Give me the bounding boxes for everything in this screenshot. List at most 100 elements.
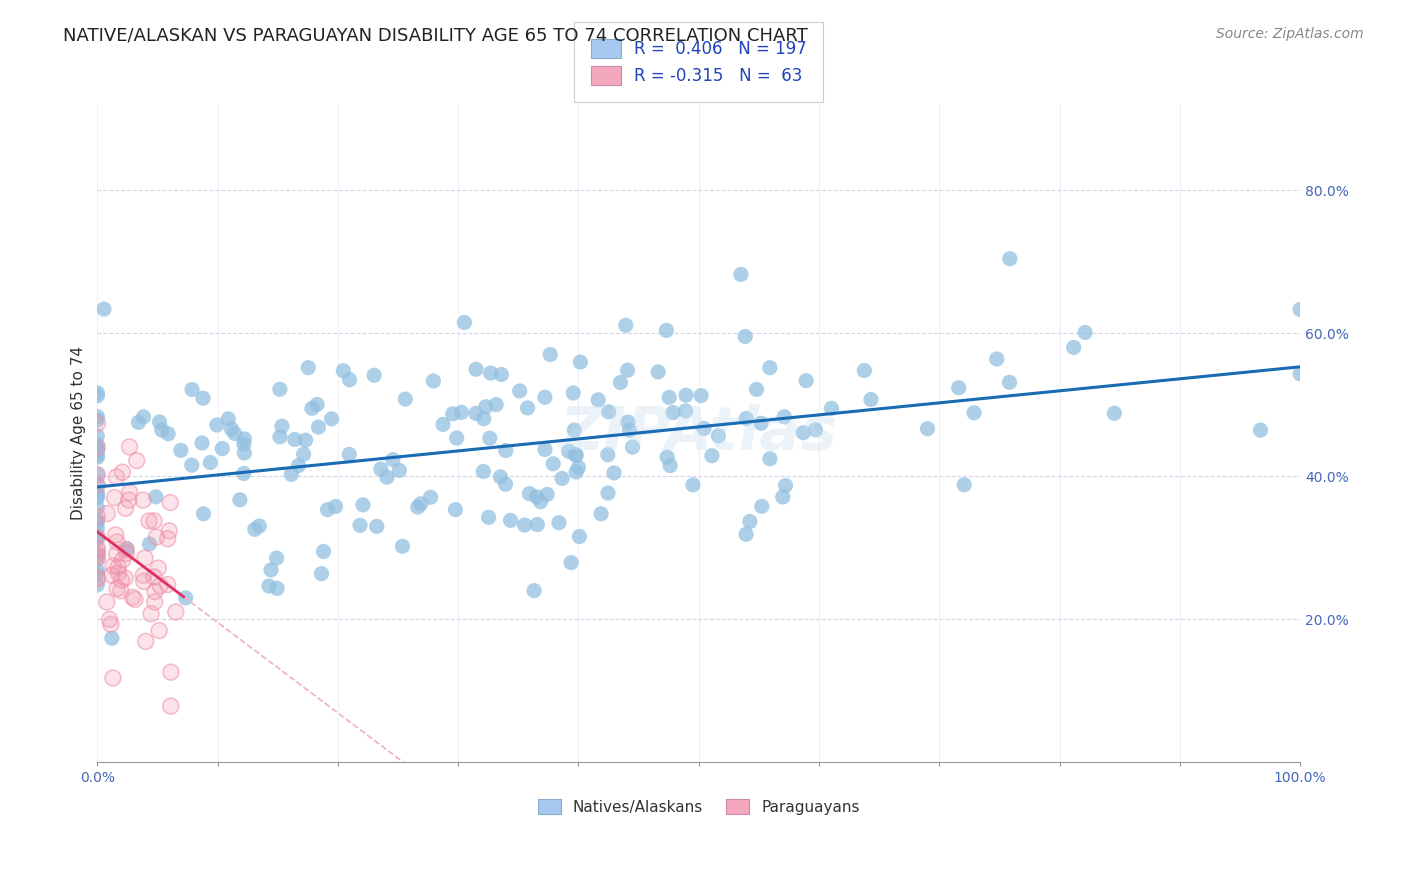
- Point: [658, 390, 681, 404]
- Point: [472, 411, 495, 425]
- Text: Source: ZipAtlas.com: Source: ZipAtlas.com: [1216, 27, 1364, 41]
- Point: [619, 423, 641, 437]
- Point: [269, 382, 291, 396]
- Point: [86, 442, 108, 456]
- Point: [156, 532, 179, 546]
- Point: [115, 546, 138, 560]
- Point: [86, 553, 108, 567]
- Point: [986, 351, 1008, 366]
- Point: [655, 450, 678, 465]
- Point: [191, 391, 214, 405]
- Point: [86, 450, 108, 465]
- Point: [145, 490, 167, 504]
- Y-axis label: Disability Age 65 to 74: Disability Age 65 to 74: [72, 346, 86, 520]
- Point: [200, 456, 222, 470]
- Point: [86, 516, 108, 530]
- Point: [308, 420, 330, 434]
- Point: [170, 443, 193, 458]
- Point: [86, 478, 108, 492]
- Point: [280, 467, 302, 482]
- Point: [148, 415, 170, 429]
- Point: [143, 514, 166, 528]
- Point: [145, 530, 167, 544]
- Point: [479, 366, 502, 380]
- Point: [86, 417, 108, 431]
- Point: [86, 441, 108, 455]
- Point: [143, 570, 166, 584]
- Point: [157, 524, 180, 538]
- Point: [86, 449, 108, 463]
- Point: [614, 318, 637, 333]
- Point: [139, 607, 162, 621]
- Point: [86, 486, 108, 500]
- Point: [115, 541, 138, 556]
- Point: [562, 386, 585, 401]
- Point: [118, 485, 141, 500]
- Point: [224, 426, 246, 441]
- Point: [1289, 302, 1312, 317]
- Point: [118, 440, 141, 454]
- Point: [523, 583, 546, 598]
- Point: [325, 500, 347, 514]
- Point: [247, 519, 270, 533]
- Point: [156, 532, 179, 546]
- Point: [139, 607, 162, 621]
- Point: [526, 490, 548, 504]
- Point: [963, 406, 986, 420]
- Point: [1063, 340, 1085, 354]
- Point: [86, 443, 108, 458]
- Point: [794, 374, 817, 388]
- Point: [114, 501, 136, 516]
- Point: [118, 440, 141, 454]
- Point: [853, 363, 876, 377]
- Point: [105, 582, 128, 596]
- Point: [647, 365, 669, 379]
- Point: [86, 467, 108, 482]
- Point: [621, 440, 644, 454]
- Point: [149, 579, 172, 593]
- Point: [217, 412, 239, 426]
- Point: [86, 571, 108, 585]
- Point: [86, 543, 108, 558]
- Point: [312, 544, 335, 558]
- Point: [110, 573, 132, 587]
- Point: [391, 539, 413, 553]
- Point: [134, 551, 156, 566]
- Point: [110, 583, 132, 598]
- Point: [111, 465, 134, 479]
- Point: [422, 374, 444, 388]
- Point: [86, 530, 108, 544]
- Point: [115, 542, 138, 557]
- Point: [495, 477, 517, 491]
- Point: [86, 478, 108, 492]
- Point: [86, 491, 108, 505]
- Point: [103, 491, 125, 505]
- Point: [603, 466, 626, 480]
- Point: [406, 500, 429, 514]
- Point: [96, 595, 118, 609]
- Point: [478, 431, 501, 445]
- Point: [596, 486, 619, 500]
- Point: [221, 422, 243, 436]
- Point: [233, 432, 256, 446]
- Point: [93, 302, 115, 317]
- Point: [105, 547, 128, 561]
- Point: [143, 570, 166, 584]
- Point: [86, 385, 108, 400]
- Point: [132, 409, 155, 424]
- Point: [596, 448, 619, 462]
- Point: [538, 347, 561, 361]
- Point: [564, 448, 586, 462]
- Point: [114, 571, 136, 585]
- Point: [738, 515, 761, 529]
- Point: [98, 612, 121, 626]
- Point: [104, 528, 127, 542]
- Point: [568, 530, 591, 544]
- Point: [381, 452, 404, 467]
- Point: [148, 561, 170, 575]
- Point: [516, 401, 538, 415]
- Point: [111, 553, 134, 567]
- Point: [132, 574, 155, 589]
- Point: [86, 437, 108, 451]
- Point: [86, 413, 108, 427]
